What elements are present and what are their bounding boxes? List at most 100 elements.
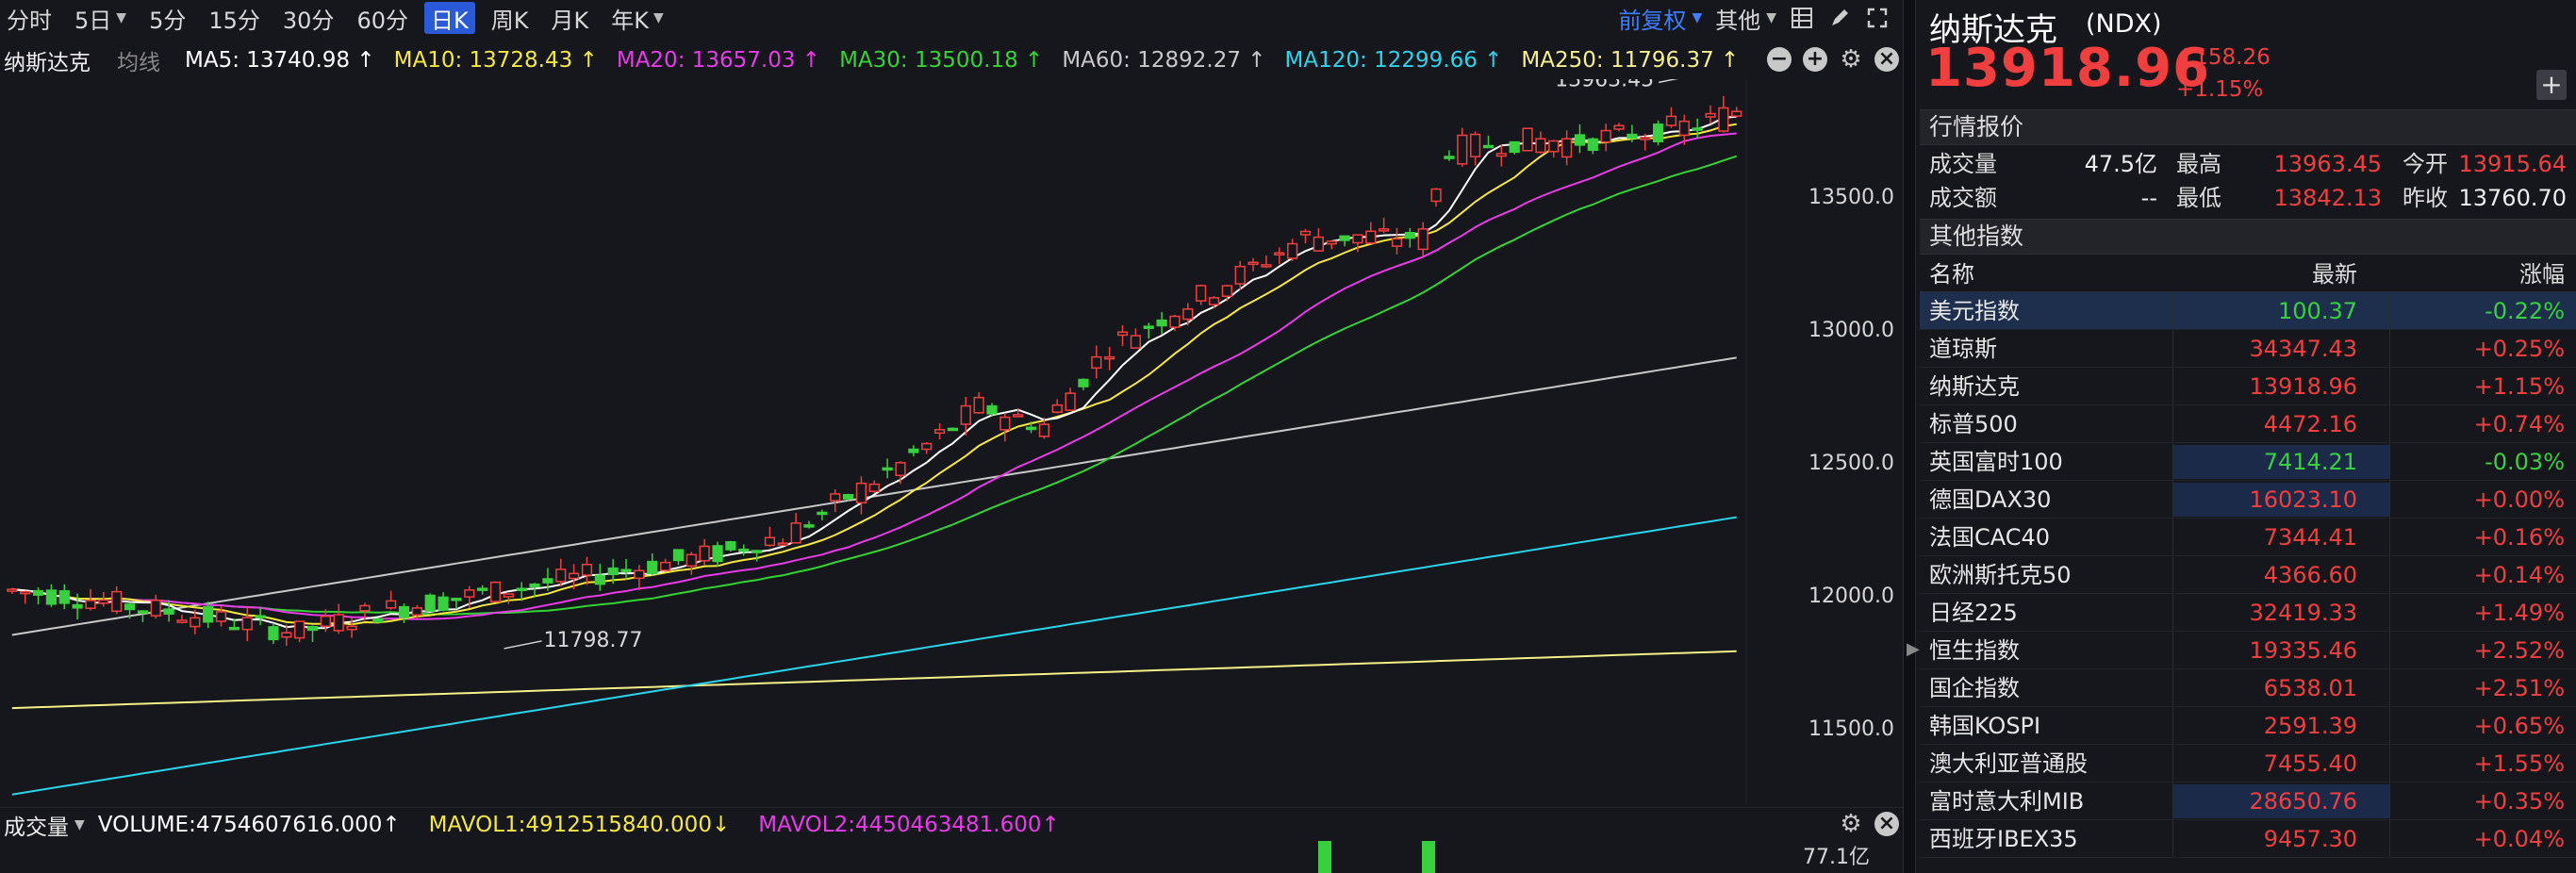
- candle-body: [111, 590, 123, 613]
- tab-period-6[interactable]: 日K: [423, 2, 475, 34]
- plus-icon[interactable]: +: [1803, 47, 1827, 72]
- fullscreen-icon[interactable]: [1865, 6, 1890, 30]
- index-row[interactable]: 韩国KOSPI 2591.39 +0.65%: [1920, 707, 2576, 745]
- up-arrow-icon: ⬆: [2176, 45, 2195, 70]
- index-last: 7414.21: [2263, 449, 2357, 475]
- column-separator: [2172, 632, 2173, 668]
- line-type-selector[interactable]: 均线: [117, 51, 160, 75]
- tab-period-4[interactable]: 30分: [276, 2, 341, 34]
- candle-body: [1391, 238, 1403, 247]
- candle-body: [411, 607, 422, 616]
- candle-body: [685, 553, 697, 568]
- index-last: 4472.16: [2263, 411, 2357, 437]
- index-name: 韩国KOSPI: [1929, 713, 2041, 739]
- index-row[interactable]: 欧洲斯托克50 4366.60 +0.14%: [1920, 556, 2576, 594]
- index-table-header: 名称 最新 涨幅: [1920, 256, 2576, 292]
- index-row[interactable]: 标普500 4472.16 +0.74%: [1920, 405, 2576, 443]
- quote-row: 成交量 47.5亿 最高 13963.45 今开 13915.64: [1920, 147, 2576, 181]
- column-separator: [2172, 669, 2173, 706]
- index-last: 6538.01: [2263, 675, 2357, 701]
- candle-body: [933, 429, 946, 435]
- candle-body: [1561, 138, 1573, 158]
- index-last: 100.37: [2278, 298, 2357, 324]
- column-separator: [2389, 669, 2390, 706]
- column-separator: [2172, 481, 2173, 518]
- candle-body: [190, 617, 201, 628]
- index-row[interactable]: 国企指数 6538.01 +2.51%: [1920, 669, 2576, 707]
- quote-price: 13918.96: [1925, 38, 2211, 99]
- ma-value-1: MA10: 13728.43 ↑: [393, 48, 598, 73]
- column-separator: [2389, 405, 2390, 442]
- index-row[interactable]: 美元指数 100.37 -0.22%: [1920, 292, 2576, 330]
- tab-period-0[interactable]: 分时: [0, 2, 58, 34]
- candle-body: [1065, 392, 1076, 411]
- prev-close-label: 昨收: [2403, 185, 2448, 211]
- collapse-arrow-icon[interactable]: ▶: [1907, 639, 1920, 659]
- column-separator: [2172, 556, 2173, 593]
- index-row[interactable]: 英国富时100 7414.21 -0.03%: [1920, 443, 2576, 481]
- tab-period-3[interactable]: 15分: [202, 2, 267, 34]
- col-name-header[interactable]: 名称: [1929, 261, 1974, 288]
- index-row[interactable]: 日经225 32419.33 +1.49%: [1920, 594, 2576, 632]
- column-separator: [2389, 782, 2390, 819]
- draw-pen-icon[interactable]: [1827, 6, 1852, 30]
- low-value: 13842.13: [2273, 185, 2382, 211]
- candle-body: [1627, 133, 1638, 140]
- index-row[interactable]: 西班牙IBEX35 9457.30 +0.04%: [1920, 820, 2576, 858]
- index-row[interactable]: 恒生指数 19335.46 +2.52%: [1920, 632, 2576, 669]
- close-icon[interactable]: ×: [1874, 812, 1899, 836]
- low-marker-line: [504, 640, 542, 650]
- column-separator: [2172, 745, 2173, 782]
- index-name: 欧洲斯托克50: [1929, 562, 2072, 588]
- candle-body: [464, 589, 475, 598]
- index-name: 国企指数: [1929, 675, 2020, 701]
- candle-body: [1234, 265, 1246, 285]
- add-watchlist-button[interactable]: +: [2536, 70, 2567, 100]
- tab-label: 周K: [490, 7, 529, 34]
- candle-body: [908, 448, 919, 453]
- index-row[interactable]: 德国DAX30 16023.10 +0.00%: [1920, 481, 2576, 519]
- candle-body: [868, 483, 880, 492]
- panel-divider[interactable]: ▶: [1903, 0, 1920, 873]
- tab-period-2[interactable]: 5分: [142, 2, 192, 34]
- minus-icon[interactable]: −: [1767, 47, 1792, 72]
- index-row[interactable]: 道琼斯 34347.43 +0.25%: [1920, 330, 2576, 368]
- gear-icon[interactable]: ⚙: [1840, 45, 1862, 74]
- tab-period-5[interactable]: 60分: [350, 2, 415, 34]
- candle-body: [1430, 188, 1442, 203]
- candle-body: [1182, 308, 1194, 321]
- col-last-header[interactable]: 最新: [2312, 261, 2357, 288]
- candle-body: [1444, 156, 1455, 159]
- index-row[interactable]: 澳大利亚普通股 7455.40 +1.55%: [1920, 745, 2576, 782]
- tab-label: 月K: [551, 7, 589, 34]
- candle-body: [1548, 140, 1560, 153]
- index-row[interactable]: 富时意大利MIB 28650.76 +0.35%: [1920, 782, 2576, 820]
- tab-period-7[interactable]: 周K: [485, 2, 536, 34]
- candle-body: [973, 396, 984, 414]
- candle-body: [203, 606, 214, 623]
- index-row[interactable]: 法国CAC40 7344.41 +0.16%: [1920, 519, 2576, 556]
- candle-body: [803, 524, 815, 528]
- open-value: 13915.64: [2458, 151, 2567, 177]
- volume-bar: [1422, 841, 1435, 873]
- candle-body: [255, 615, 266, 618]
- tab-period-1[interactable]: 5日 ▼: [68, 2, 133, 34]
- index-row[interactable]: 纳斯达克 13918.96 +1.15%: [1920, 368, 2576, 405]
- candlestick-chart[interactable]: 13500.0 13000.0 12500.0 12000.0 11500.0 13963…: [0, 79, 1903, 805]
- candle-body: [855, 482, 867, 504]
- close-icon[interactable]: ×: [1874, 47, 1899, 72]
- layout-grid-icon[interactable]: [1790, 6, 1814, 30]
- value-highlight: [2172, 483, 2389, 517]
- tab-period-9[interactable]: 年K ▼: [604, 2, 670, 34]
- candle-body: [124, 603, 136, 611]
- chevron-down-icon[interactable]: ▼: [74, 816, 85, 832]
- volume-indicator-label[interactable]: 成交量: [4, 815, 69, 840]
- other-dropdown[interactable]: 其他 ▼: [1715, 2, 1776, 35]
- candle-body: [1417, 228, 1428, 251]
- col-chg-header[interactable]: 涨幅: [2519, 261, 2565, 288]
- tab-period-8[interactable]: 月K: [544, 2, 595, 34]
- volume-controls: ⚙ ×: [1827, 812, 1899, 836]
- candle-body: [569, 572, 580, 580]
- adjust-dropdown[interactable]: 前复权 ▼: [1618, 2, 1702, 35]
- gear-icon[interactable]: ⚙: [1840, 810, 1862, 838]
